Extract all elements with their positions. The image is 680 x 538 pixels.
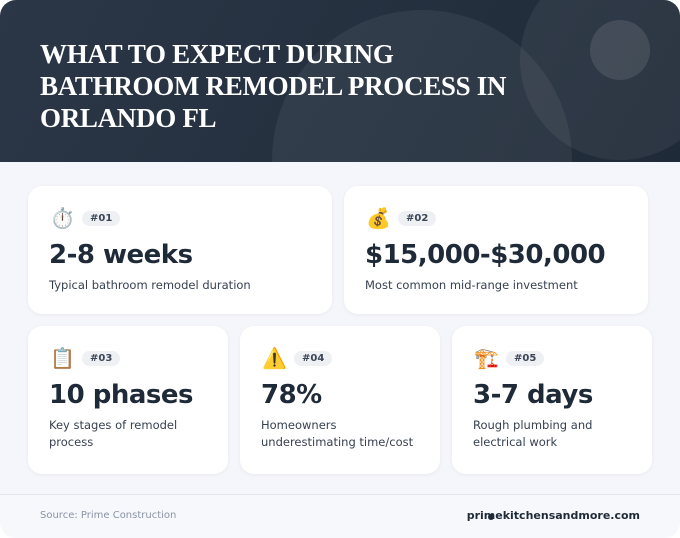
title: WHAT TO EXPECT DURING BATHROOM REMODEL P…	[40, 39, 507, 133]
bullet	[488, 514, 494, 520]
stat-card: 📋 #03 10 phases Key stages of remodel proce…	[28, 326, 228, 474]
footer: Source: Prime Construction primekitchens…	[0, 494, 680, 538]
stat-card: ⏱️ #01 2-8 weeks Typical bathroom remodel d…	[28, 186, 332, 314]
site-link: primekitchensandmore.com	[466, 509, 640, 522]
source: Source: Prime Construction	[40, 510, 177, 521]
stat-label: Key stages of remodel process	[49, 418, 178, 449]
stat-card: 🏗️ #05 3-7 days Rough plumbing and electric…	[452, 326, 652, 474]
header: WHAT TO EXPECT DURING BATHROOM REMODEL P…	[0, 0, 680, 162]
card-icon: ⏱️	[50, 206, 75, 230]
card-badge: #02	[398, 211, 437, 226]
stat-label: Typical bathroom remodel duration	[49, 278, 251, 292]
stat-card: ⚠️ #04 78% Homeowners underestimating time/…	[240, 326, 440, 474]
stat-label: Most common mid-range investment	[365, 278, 578, 292]
stat-value: 3-7 days	[473, 380, 593, 410]
stat-label: Homeowners underestimating time/cost	[261, 418, 414, 449]
decor-circle	[590, 20, 650, 80]
card-badge: #04	[294, 351, 333, 366]
stat-label: Rough plumbing and electrical work	[473, 418, 593, 449]
card-badge: #05	[506, 351, 545, 366]
stat-value: $15,000-$30,000	[365, 240, 606, 270]
card-icon: ⚠️	[262, 346, 287, 370]
card-icon: 🏗️	[474, 346, 499, 370]
card-badge: #03	[82, 351, 121, 366]
stat-value: 78%	[261, 380, 322, 410]
card-icon: 💰	[366, 206, 391, 230]
stat-value: 10 phases	[49, 380, 193, 410]
card-badge: #01	[82, 211, 121, 226]
card-icon: 📋	[50, 346, 75, 370]
stat-value: 2-8 weeks	[49, 240, 193, 270]
stat-card: 💰 #02 $15,000-$30,000 Most common mid-range…	[344, 186, 648, 314]
